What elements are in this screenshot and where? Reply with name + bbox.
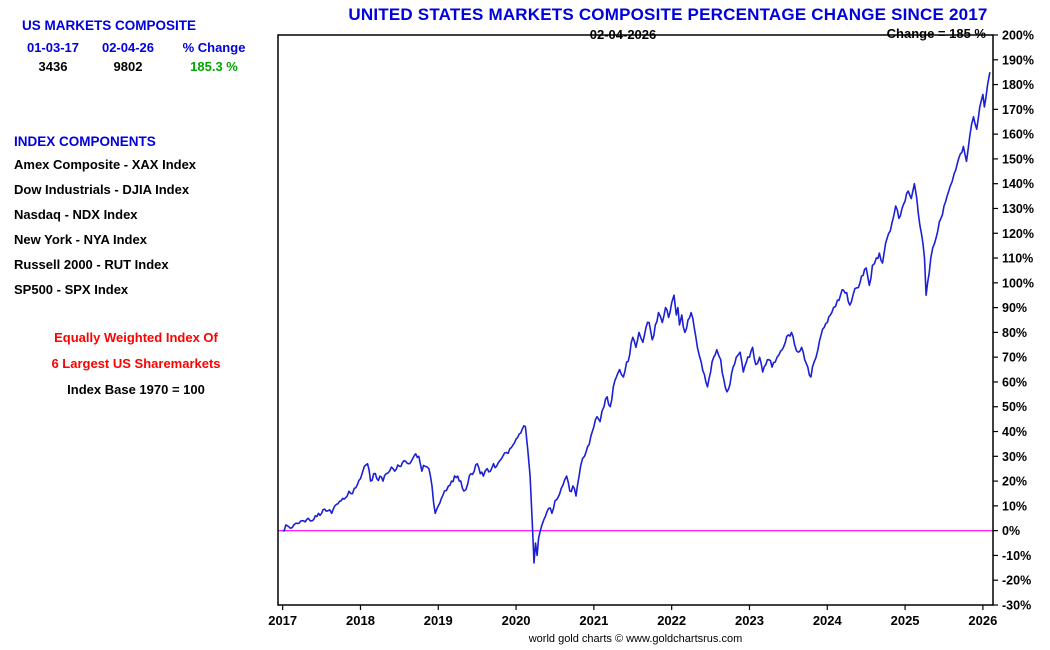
change-label: Change = 185 % — [886, 26, 986, 41]
current-date-label: 02-04-2026 — [589, 27, 657, 42]
svg-text:2026: 2026 — [968, 613, 997, 628]
component-item-russell: Russell 2000 - RUT Index — [14, 257, 169, 272]
pct-change-value: 185.3 % — [190, 59, 238, 74]
start-index-value: 3436 — [38, 59, 68, 74]
svg-text:2022: 2022 — [657, 613, 686, 628]
svg-text:70%: 70% — [1002, 351, 1027, 365]
svg-text:150%: 150% — [1002, 152, 1034, 166]
svg-text:190%: 190% — [1002, 53, 1034, 67]
svg-text:2020: 2020 — [502, 613, 531, 628]
svg-text:90%: 90% — [1002, 301, 1027, 315]
summary-values-row: 3436 9802 185.3 % — [16, 59, 262, 74]
svg-text:0%: 0% — [1002, 524, 1020, 538]
svg-text:-10%: -10% — [1002, 549, 1031, 563]
svg-text:-30%: -30% — [1002, 599, 1031, 613]
components-heading: INDEX COMPONENTS — [14, 134, 156, 149]
pct-change-column: % Change — [182, 40, 246, 55]
component-item-nasdaq: Nasdaq - NDX Index — [14, 207, 138, 222]
svg-text:2019: 2019 — [424, 613, 453, 628]
svg-text:160%: 160% — [1002, 128, 1034, 142]
note-index-base: Index Base 1970 = 100 — [67, 382, 205, 397]
components-list: Amex Composite - XAX Index Dow Industria… — [14, 152, 196, 302]
svg-text:80%: 80% — [1002, 326, 1027, 340]
svg-text:50%: 50% — [1002, 400, 1027, 414]
svg-text:140%: 140% — [1002, 177, 1034, 191]
svg-text:40%: 40% — [1002, 425, 1027, 439]
note-sharemarkets: 6 Largest US Sharemarkets — [51, 356, 221, 371]
svg-text:170%: 170% — [1002, 103, 1034, 117]
end-date-column: 02-04-26 — [101, 40, 155, 55]
svg-text:130%: 130% — [1002, 202, 1034, 216]
svg-text:100%: 100% — [1002, 276, 1034, 290]
svg-text:2024: 2024 — [813, 613, 843, 628]
component-item-dow: Dow Industrials - DJIA Index — [14, 182, 190, 197]
svg-text:2017: 2017 — [268, 613, 297, 628]
component-item-nya: New York - NYA Index — [14, 232, 147, 247]
svg-text:30%: 30% — [1002, 450, 1027, 464]
svg-text:2021: 2021 — [579, 613, 608, 628]
composite-line-chart: -30% -20% -10% 0% 10% 20% 30% 40% 50% 60% 70% 80% 90… — [268, 29, 1034, 629]
start-date-column: 01-03-17 — [26, 40, 80, 55]
svg-text:-20%: -20% — [1002, 574, 1031, 588]
panel-heading: US MARKETS COMPOSITE — [22, 18, 197, 33]
svg-text:180%: 180% — [1002, 78, 1034, 92]
svg-text:2018: 2018 — [346, 613, 375, 628]
svg-text:110%: 110% — [1002, 252, 1033, 266]
svg-text:2025: 2025 — [891, 613, 920, 628]
footer-credit: world gold charts © www.goldchartsrus.co… — [528, 633, 743, 645]
chart-title: UNITED STATES MARKETS COMPOSITE PERCENTA… — [348, 5, 988, 24]
end-index-value: 9802 — [113, 59, 143, 74]
svg-text:2023: 2023 — [735, 613, 764, 628]
svg-text:10%: 10% — [1002, 499, 1027, 513]
svg-text:200%: 200% — [1002, 29, 1034, 43]
note-equally-weighted: Equally Weighted Index Of — [54, 330, 218, 345]
svg-text:120%: 120% — [1002, 227, 1034, 241]
svg-text:60%: 60% — [1002, 375, 1027, 389]
svg-text:20%: 20% — [1002, 475, 1027, 489]
component-item-amex: Amex Composite - XAX Index — [14, 157, 197, 172]
summary-columns-row: 01-03-17 02-04-26 % Change — [16, 40, 262, 55]
component-item-sp500: SP500 - SPX Index — [14, 282, 129, 297]
